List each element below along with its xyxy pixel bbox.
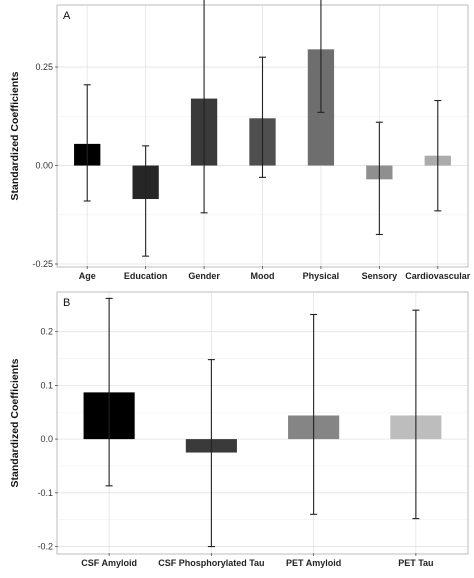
panel-b: -0.2 -0.1 0.0 0.1 0.2 CSF Amyloid CSF Phosphor… — [9, 291, 469, 568]
x-tick-label: Age — [79, 271, 96, 281]
x-tick-label: Sensory — [362, 271, 398, 281]
x-tick-label: Cardiovascular — [405, 271, 471, 281]
y-tick-label: 0.2 — [40, 327, 53, 337]
error-bar — [207, 359, 215, 548]
x-tick-label: Education — [124, 271, 168, 281]
error-bar — [317, 0, 325, 113]
y-tick-label: 0.00 — [35, 161, 53, 171]
error-bar — [259, 56, 266, 178]
y-tick-label: 0.1 — [40, 380, 53, 390]
panel-a: -0.25 0.00 0.25 Age Education Gender Mood Physi… — [9, 0, 471, 281]
y-tick-label: -0.1 — [37, 488, 53, 498]
error-bar — [375, 121, 383, 236]
x-tick-label: PET Tau — [398, 558, 433, 568]
error-bar — [105, 297, 113, 487]
y-tick-label: -0.2 — [37, 542, 53, 552]
y-axis-title: Standardized Coefficients — [9, 71, 21, 200]
y-tick-label: 0.0 — [40, 434, 53, 444]
x-tick-label: CSF Phosphorylated Tau — [158, 558, 264, 568]
x-tick-label: Mood — [251, 271, 275, 281]
error-bar — [310, 313, 318, 515]
x-tick-label: Gender — [188, 271, 220, 281]
x-tick-label: PET Amyloid — [286, 558, 341, 568]
x-tick-label: CSF Amyloid — [81, 558, 137, 568]
panel-label: A — [63, 10, 71, 22]
x-tick-label: Physical — [303, 271, 340, 281]
error-bar — [434, 99, 442, 212]
error-bar — [142, 145, 150, 257]
error-bar — [200, 0, 208, 214]
panel-label: B — [63, 297, 70, 309]
y-tick-label: -0.25 — [32, 259, 53, 269]
error-bar — [83, 84, 91, 202]
y-tick-label: 0.25 — [35, 62, 53, 72]
error-bar — [412, 309, 420, 520]
y-axis-title: Standardized Coefficients — [9, 358, 21, 487]
